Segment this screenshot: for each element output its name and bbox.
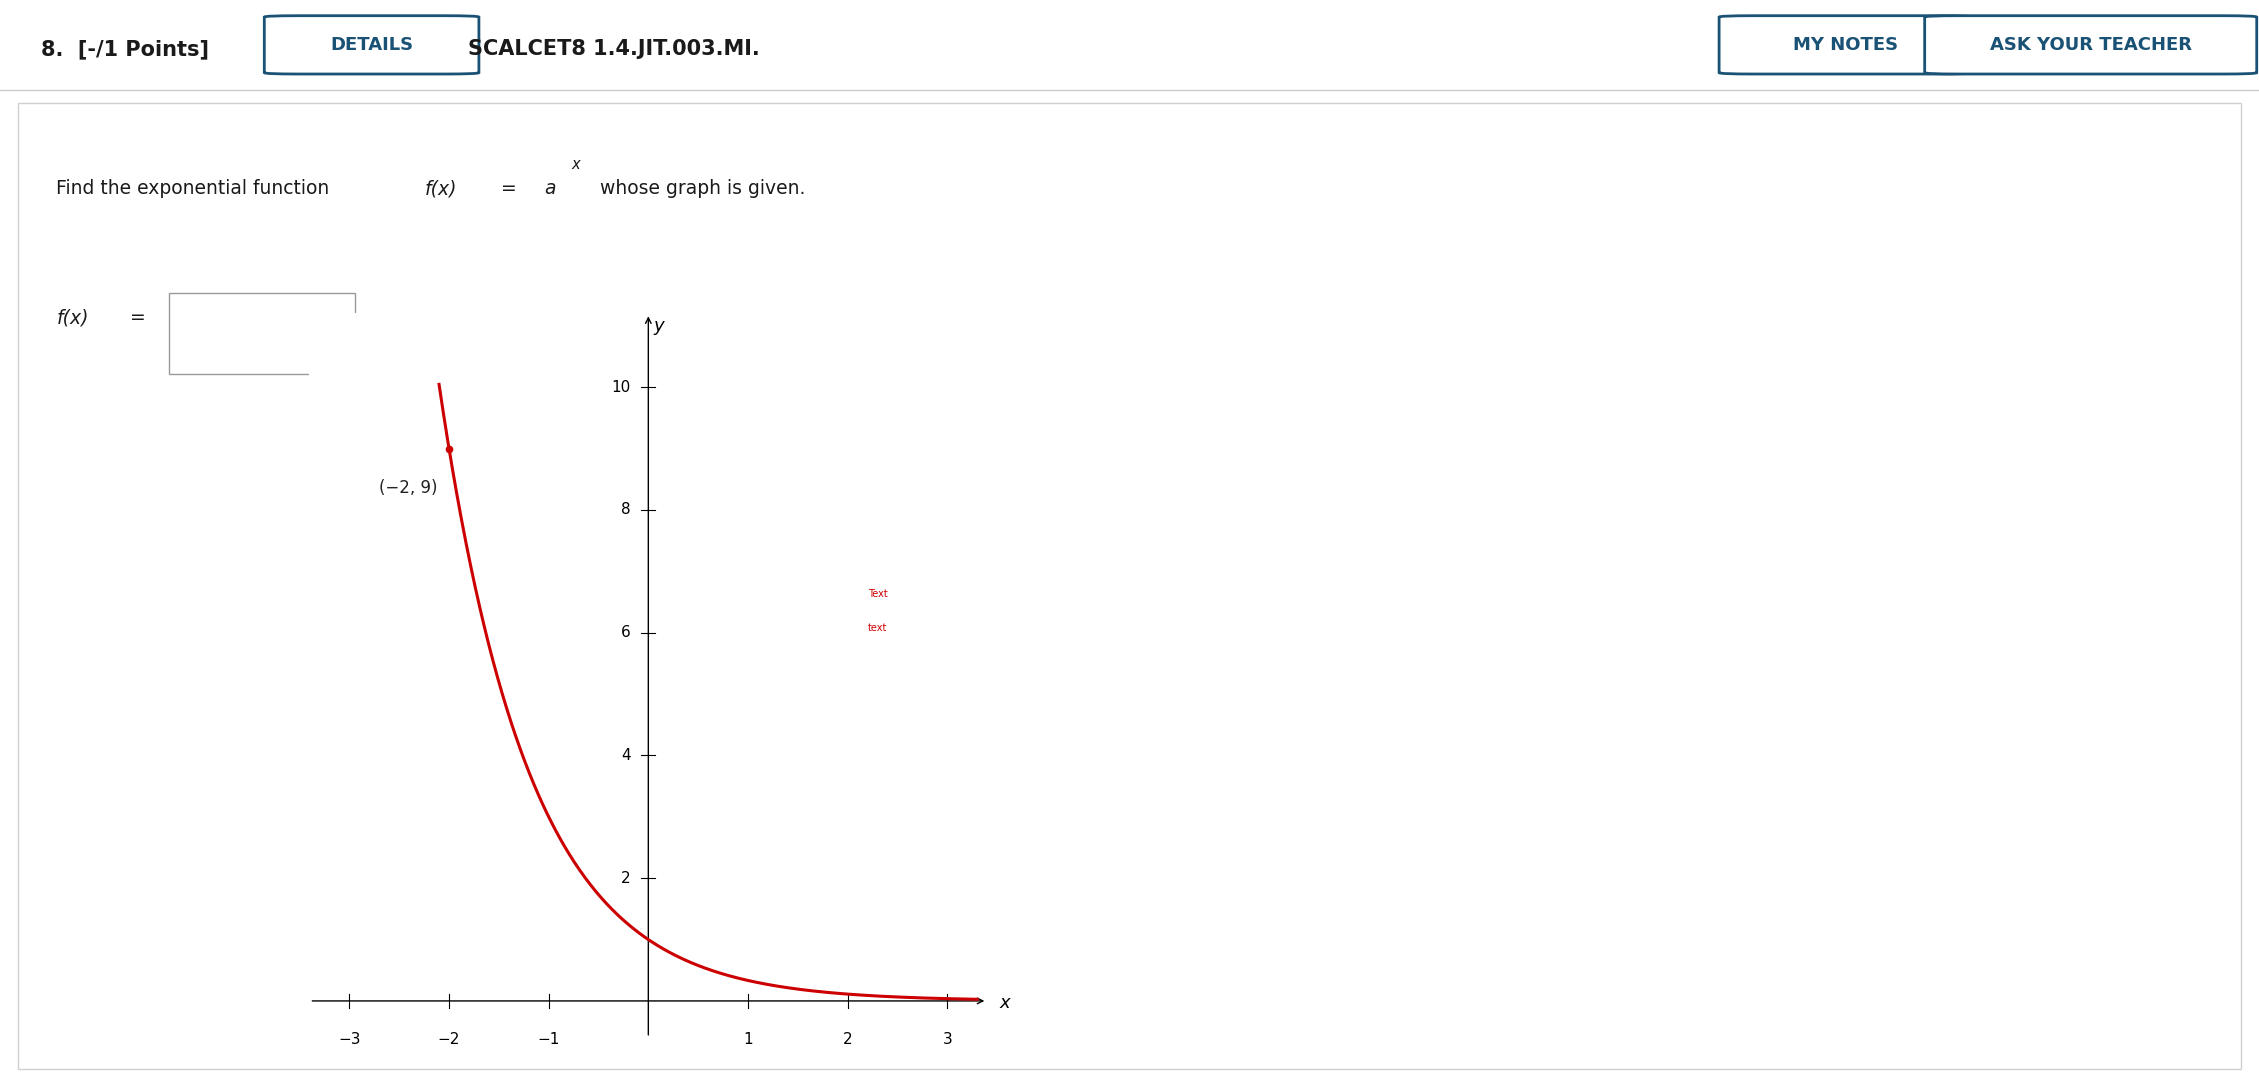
Text: f(x): f(x) bbox=[56, 308, 88, 328]
Text: x: x bbox=[572, 157, 581, 172]
Text: whose graph is given.: whose graph is given. bbox=[594, 179, 806, 198]
Text: −2: −2 bbox=[438, 1031, 461, 1046]
Text: x: x bbox=[998, 993, 1010, 1012]
Text: a: a bbox=[544, 179, 556, 198]
FancyBboxPatch shape bbox=[1925, 16, 2257, 74]
Text: y: y bbox=[653, 317, 664, 334]
Text: (−2, 9): (−2, 9) bbox=[380, 479, 436, 497]
Text: −1: −1 bbox=[538, 1031, 560, 1046]
Text: DETAILS: DETAILS bbox=[330, 36, 413, 54]
FancyBboxPatch shape bbox=[18, 103, 2241, 1069]
FancyBboxPatch shape bbox=[169, 293, 355, 374]
Text: text: text bbox=[867, 624, 888, 633]
Text: MY NOTES: MY NOTES bbox=[1794, 36, 1898, 54]
Text: 10: 10 bbox=[612, 379, 630, 395]
FancyBboxPatch shape bbox=[264, 16, 479, 74]
Text: 4: 4 bbox=[621, 748, 630, 763]
Text: =: = bbox=[495, 179, 522, 198]
Text: =: = bbox=[124, 308, 147, 328]
Text: 8: 8 bbox=[621, 503, 630, 518]
Text: ASK YOUR TEACHER: ASK YOUR TEACHER bbox=[1990, 36, 2191, 54]
Text: 3: 3 bbox=[942, 1031, 953, 1046]
Text: −3: −3 bbox=[339, 1031, 361, 1046]
Text: 1: 1 bbox=[743, 1031, 752, 1046]
Text: 6: 6 bbox=[621, 625, 630, 640]
Text: 2: 2 bbox=[621, 870, 630, 885]
Text: Text: Text bbox=[867, 589, 888, 599]
Text: Find the exponential function: Find the exponential function bbox=[56, 179, 337, 198]
Text: 2: 2 bbox=[843, 1031, 852, 1046]
FancyBboxPatch shape bbox=[1719, 16, 1972, 74]
Text: SCALCET8 1.4.JIT.003.MI.: SCALCET8 1.4.JIT.003.MI. bbox=[468, 39, 759, 59]
Text: 8.  [-/1 Points]: 8. [-/1 Points] bbox=[41, 39, 208, 59]
Text: f(x): f(x) bbox=[425, 179, 456, 198]
